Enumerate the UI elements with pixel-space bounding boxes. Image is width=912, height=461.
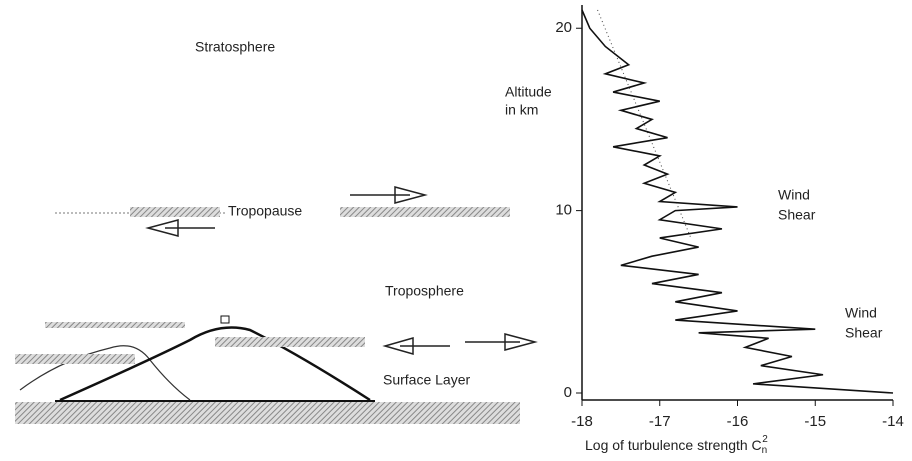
x-tick-label: -14 [882, 413, 904, 430]
y-tick-label: 20 [555, 19, 572, 36]
x-axis-label-part: n [762, 445, 768, 456]
arrows [145, 186, 538, 355]
x-tick-label: -16 [727, 413, 749, 430]
cloud [130, 207, 220, 217]
atmosphere-diagram: Stratosphere Tropopause Troposphere Surf… [15, 39, 538, 424]
cloud [45, 322, 185, 328]
profile-chart: 0 10 20 -18 -17 -16 -15 -14 Altitude in km Log of … [505, 5, 904, 456]
cloud [340, 207, 510, 217]
cloud [15, 354, 135, 364]
annotation: Shear [778, 207, 816, 223]
y-axis-label: in km [505, 102, 538, 118]
x-axis-label: Log of turbulence strength Cn2 [585, 434, 768, 456]
x-tick-label: -18 [571, 413, 593, 430]
layer-label: Surface Layer [383, 372, 470, 388]
layer-label: Tropopause [228, 203, 302, 219]
x-axis-label-part: Log of turbulence strength C [585, 437, 762, 453]
y-axis-label: Altitude [505, 84, 552, 100]
cloud [215, 337, 365, 347]
x-tick-label: -17 [649, 413, 671, 430]
annotation: Wind [845, 305, 877, 321]
observatory [220, 315, 230, 324]
annotation: Shear [845, 325, 883, 341]
annotation: Wind [778, 187, 810, 203]
mountain [59, 326, 371, 402]
x-tick-label: -15 [804, 413, 826, 430]
hill [19, 345, 191, 401]
y-tick-label: 10 [555, 202, 572, 219]
x-axis-label-part: 2 [762, 434, 768, 445]
layer-label: Stratosphere [195, 39, 275, 55]
layer-label: Troposphere [385, 283, 464, 299]
turbulence-profile [581, 9, 894, 394]
y-tick-label: 0 [564, 384, 572, 401]
ground [15, 402, 520, 424]
